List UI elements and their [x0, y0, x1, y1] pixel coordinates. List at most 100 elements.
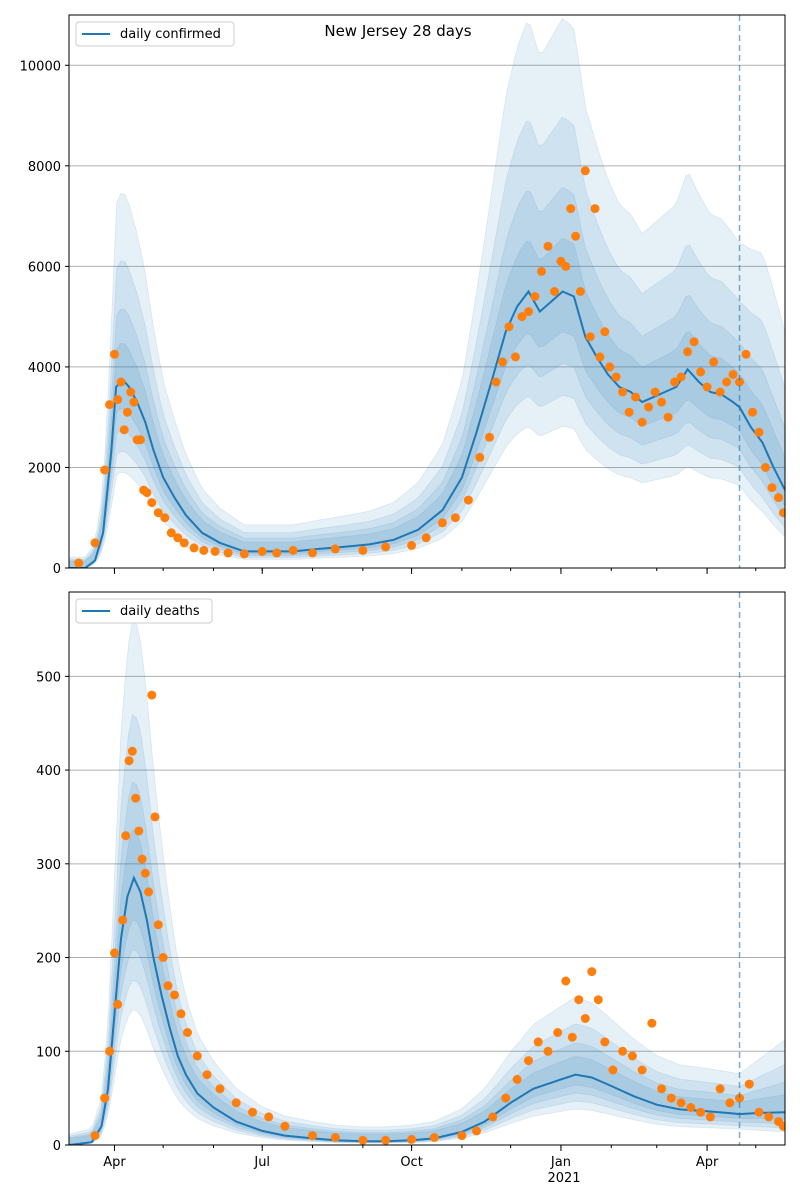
deaths-observed-point [488, 1112, 498, 1122]
confirmed-legend-box [75, 21, 235, 47]
deaths-observed-point [574, 995, 584, 1005]
confirmed-observed-point [421, 533, 431, 543]
confirmed-observed-point [308, 548, 317, 558]
deaths-observed-points [90, 690, 785, 1145]
confirmed-observed-point [702, 382, 712, 392]
deaths-observed-point [150, 812, 160, 822]
deaths-band-1 [69, 619, 785, 1145]
deaths-observed-point [280, 1121, 290, 1131]
confirmed-observed-point [272, 548, 282, 558]
confirmed-observed-point [498, 357, 507, 367]
deaths-observed-point [330, 1133, 340, 1142]
deaths-observed-point [163, 981, 173, 991]
confirmed-observed-point [407, 540, 417, 550]
deaths-observed-point [778, 1121, 785, 1131]
confirmed-observed-point [122, 407, 132, 417]
confirmed-observed-point [600, 327, 610, 337]
confirmed-observed-point [160, 513, 170, 523]
deaths-observed-point [118, 915, 128, 925]
confirmed-observed-point [517, 312, 527, 322]
confirmed-observed-point [741, 349, 751, 359]
confirmed-observed-point [110, 349, 119, 359]
confirmed-observed-point [595, 352, 605, 362]
confirmed-observed-point [644, 402, 654, 412]
deaths-observed-point [593, 995, 603, 1005]
deaths-observed-point [696, 1107, 706, 1117]
confirmed-observed-point [650, 387, 660, 397]
confirmed-observed-point [537, 266, 546, 276]
deaths-observed-point [308, 1131, 317, 1141]
confirmed-observed-point [288, 545, 298, 555]
deaths-y-tick-label: 300 [36, 858, 61, 873]
deaths-observed-point [381, 1135, 391, 1145]
deaths-observed-point [170, 990, 179, 1000]
confirmed-observed-point [566, 204, 576, 214]
deaths-gridlines [69, 675, 785, 1052]
confirmed-observed-point [100, 465, 110, 475]
confirmed-observed-point [550, 287, 559, 296]
confirmed-fit-polyline [69, 289, 785, 568]
deaths-observed-point [192, 1051, 202, 1061]
deaths-y-tick-label: 0 [53, 1139, 61, 1154]
confirmed-observed-point [605, 362, 615, 372]
confirmed-observed-point [504, 322, 514, 332]
deaths-observed-point [657, 1084, 667, 1094]
confirmed-observed-point [767, 483, 777, 493]
deaths-observed-point [127, 746, 137, 756]
confirmed-observed-point [90, 538, 100, 548]
deaths-observed-point [90, 1131, 100, 1141]
deaths-plot-frame [68, 591, 786, 1146]
deaths-observed-point [144, 887, 154, 897]
confirmed-observed-point [153, 508, 163, 518]
deaths-observed-point [533, 1037, 543, 1047]
chart-title: New Jersey 28 days [324, 22, 471, 40]
confirmed-observed-point [74, 558, 84, 568]
confirmed-observed-points [74, 166, 785, 568]
confirmed-observed-point [722, 377, 732, 387]
deaths-observed-point [725, 1098, 735, 1108]
confirmed-gridlines [69, 64, 785, 468]
deaths-observed-point [140, 868, 150, 878]
deaths-observed-point [543, 1046, 553, 1056]
deaths-observed-point [137, 854, 147, 864]
confirmed-observed-point [147, 498, 157, 508]
x-tick-label: Oct [400, 1155, 422, 1170]
confirmed-observed-point [126, 387, 136, 397]
deaths-observed-point [124, 756, 134, 766]
confirmed-observed-point [437, 518, 447, 528]
confirmed-observed-point [683, 347, 693, 357]
confirmed-observed-point [728, 370, 738, 379]
deaths-observed-point [134, 826, 144, 836]
deaths-observed-point [121, 831, 131, 841]
confirmed-observed-point [543, 241, 553, 251]
confirmed-observed-point [530, 292, 540, 301]
deaths-observed-point [457, 1131, 467, 1141]
confirmed-observed-point [463, 495, 473, 505]
confirmed-observed-point [689, 337, 699, 347]
confirmed-observed-point [330, 544, 340, 554]
x-axis-year-label: 2021 [547, 1171, 580, 1186]
confirmed-observed-point [571, 231, 581, 241]
confirmed-observed-point [754, 427, 764, 437]
confirmed-observed-point [657, 397, 667, 407]
deaths-observed-point [183, 1028, 192, 1037]
confirmed-panel: 0 2000 4000 6000 8000 10000 daily confirmed N… [20, 14, 786, 577]
deaths-observed-point [637, 1065, 647, 1075]
confirmed-observed-point [774, 493, 783, 503]
x-tick-label: Apr [696, 1155, 719, 1170]
deaths-observed-point [105, 1046, 115, 1056]
confirmed-band-2 [69, 116, 785, 568]
deaths-observed-point [264, 1112, 274, 1122]
confirmed-observed-point [179, 538, 189, 548]
deaths-observed-point [215, 1084, 225, 1094]
confirmed-observed-point [223, 548, 233, 558]
confirmed-observed-point [663, 412, 673, 422]
deaths-observed-point [600, 1037, 610, 1047]
confirmed-band-1 [69, 18, 785, 568]
confirmed-observed-point [239, 549, 249, 559]
deaths-x-axis: Apr Jul Oct Jan Apr [103, 1145, 757, 1170]
confirmed-observed-point [199, 545, 209, 555]
confirmed-legend-label: daily confirmed [120, 27, 221, 42]
confirmed-observed-point [561, 261, 571, 271]
deaths-y-tick-label: 500 [36, 670, 61, 685]
